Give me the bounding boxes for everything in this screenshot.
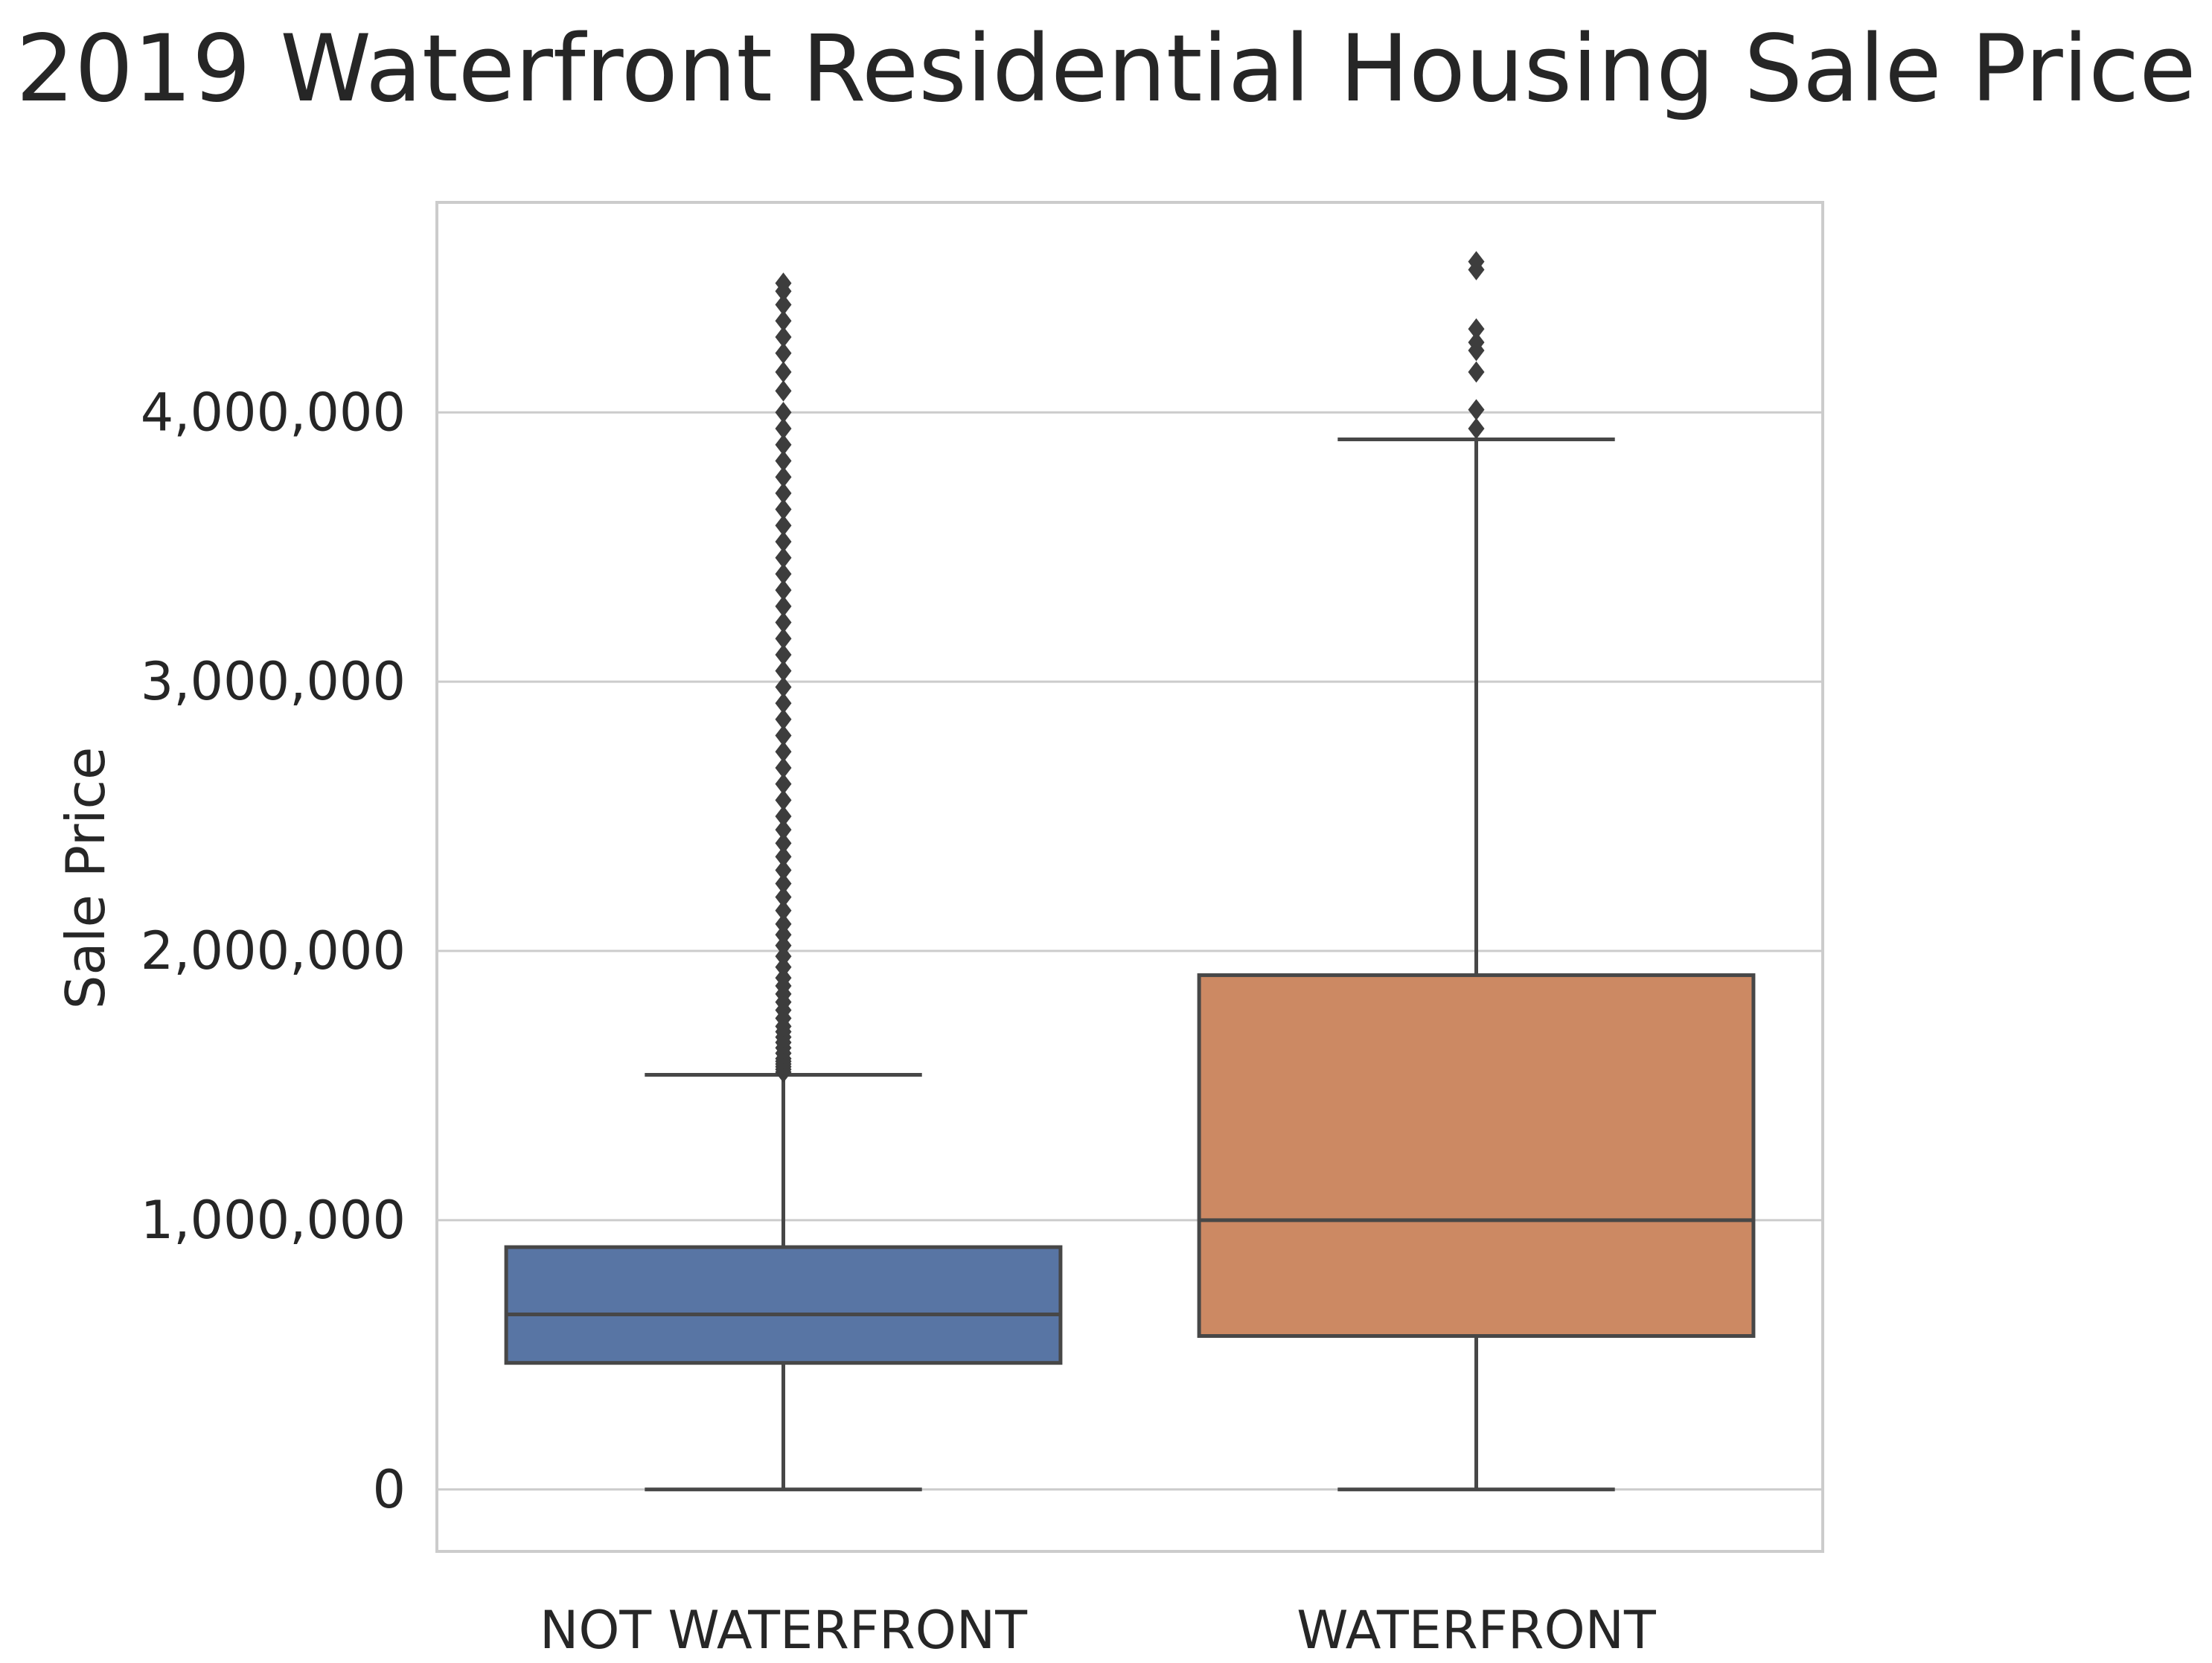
boxes bbox=[504, 251, 1756, 1492]
outlier-point bbox=[775, 805, 792, 827]
outlier-point bbox=[775, 310, 792, 332]
outlier-point bbox=[775, 873, 792, 894]
outlier-point bbox=[775, 859, 792, 881]
outlier-point bbox=[775, 956, 792, 978]
outlier-point bbox=[775, 563, 792, 585]
outlier-point bbox=[775, 417, 792, 440]
outlier-point bbox=[775, 547, 792, 568]
outlier-point bbox=[775, 434, 792, 455]
outlier-point bbox=[775, 627, 792, 650]
outlier-point bbox=[775, 725, 792, 746]
outlier-point bbox=[775, 832, 792, 854]
outlier-point bbox=[775, 708, 792, 731]
outlier-point bbox=[1468, 331, 1485, 353]
outlier-point bbox=[775, 466, 792, 488]
y-tick-labels: 0 1,000,000 2,000,000 3,000,000 4,000,000 bbox=[141, 382, 406, 1520]
outlier-point bbox=[775, 531, 792, 553]
y-tick-label: 3,000,000 bbox=[141, 651, 406, 712]
outlier-point bbox=[775, 846, 792, 868]
outlier-point bbox=[775, 945, 792, 967]
outlier-point bbox=[775, 595, 792, 618]
y-tick-label: 1,000,000 bbox=[141, 1190, 406, 1251]
outlier-point bbox=[775, 272, 792, 294]
outlier-point bbox=[775, 401, 792, 423]
outlier-point bbox=[775, 692, 792, 714]
outlier-point bbox=[1468, 417, 1485, 440]
outlier-point bbox=[775, 935, 792, 957]
outlier-point bbox=[775, 380, 792, 402]
x-tick-label: NOT WATERFRONT bbox=[540, 1600, 1027, 1661]
outlier-point bbox=[775, 886, 792, 908]
box-group bbox=[504, 272, 1063, 1492]
outlier-point bbox=[775, 773, 792, 795]
box-group bbox=[1197, 251, 1756, 1492]
y-tick-label: 2,000,000 bbox=[141, 920, 406, 981]
outlier-point bbox=[1468, 361, 1485, 383]
outlier-point bbox=[775, 579, 792, 601]
outlier-point bbox=[775, 740, 792, 763]
outlier-point bbox=[775, 342, 792, 364]
outlier-point bbox=[775, 326, 792, 348]
outlier-point bbox=[775, 294, 792, 315]
outlier-point bbox=[1468, 318, 1485, 340]
x-tick-labels: NOT WATERFRONT WATERFRONT bbox=[540, 1600, 1656, 1661]
outlier-point bbox=[775, 612, 792, 633]
x-tick-label: WATERFRONT bbox=[1297, 1600, 1656, 1661]
outlier-point bbox=[775, 900, 792, 922]
y-tick-label: 4,000,000 bbox=[141, 382, 406, 443]
outlier-point bbox=[775, 361, 792, 383]
outlier-point bbox=[775, 789, 792, 811]
outlier-point bbox=[775, 644, 792, 666]
y-tick-label: 0 bbox=[372, 1459, 406, 1520]
outlier-point bbox=[775, 482, 792, 504]
outlier-point bbox=[775, 499, 792, 520]
outlier-point bbox=[1468, 251, 1485, 272]
outlier-point bbox=[775, 450, 792, 472]
outlier-point bbox=[1468, 399, 1485, 420]
iqr-box bbox=[504, 1245, 1063, 1365]
chart-title: 2019 Waterfront Residential Housing Sale… bbox=[16, 16, 2196, 123]
outlier-point bbox=[775, 514, 792, 536]
outlier-point bbox=[775, 676, 792, 698]
outlier-point bbox=[775, 757, 792, 779]
outlier-point bbox=[775, 818, 792, 841]
outlier-point bbox=[775, 660, 792, 682]
outlier-point bbox=[775, 913, 792, 935]
iqr-box bbox=[1197, 973, 1756, 1338]
outlier-point bbox=[775, 967, 792, 989]
y-axis-label: Sale Price bbox=[54, 747, 117, 1010]
outlier-point bbox=[775, 924, 792, 946]
